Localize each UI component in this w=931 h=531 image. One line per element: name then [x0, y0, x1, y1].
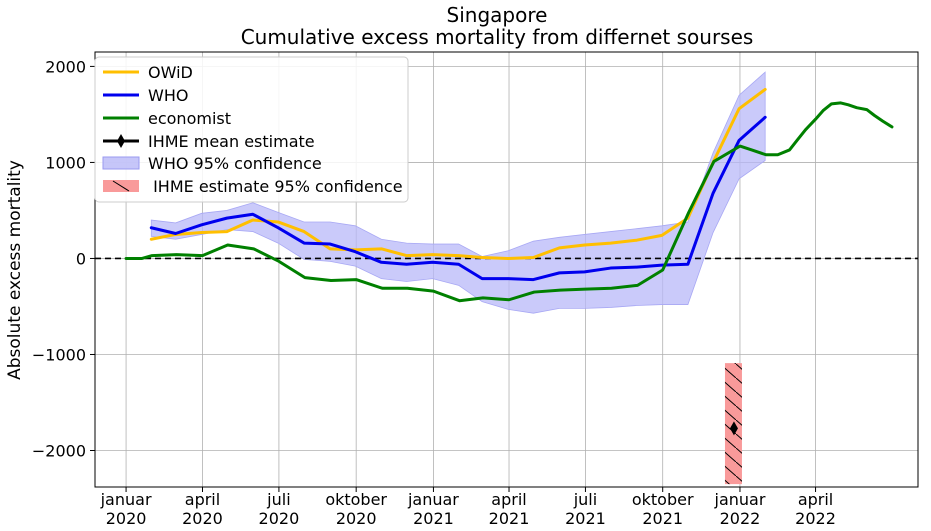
who-confidence-band: [150, 71, 766, 314]
plot-area: [95, 71, 918, 485]
legend: OWiD WHO economist IHME mean estimate WH…: [94, 56, 409, 203]
x-tick-label: januar 2020: [100, 490, 152, 528]
x-tick-label: oktober 2020: [325, 490, 387, 528]
y-tick-label: −2000: [32, 442, 86, 461]
y-tick-label: 0: [76, 249, 86, 268]
plot-frame: [94, 51, 919, 488]
legend-label-ihme-ci: IHME estimate 95% confidence: [148, 177, 403, 196]
y-tick-label: −1000: [32, 345, 86, 364]
legend-label-owid: OWiD: [148, 63, 193, 82]
x-tick-label: april 2022: [795, 490, 836, 528]
legend-swatch-who-ci: [102, 156, 140, 170]
chart-title: Singapore: [447, 3, 548, 27]
legend-label-who: WHO: [148, 86, 188, 105]
x-axis: januar 2020 april 2020 juli 2020 oktober 2020 ja…: [100, 487, 836, 528]
chart-subtitle: Cumulative excess mortality from differn…: [241, 25, 754, 49]
ihme-mean-marker: [729, 421, 738, 436]
y-tick-label: 2000: [45, 57, 86, 76]
x-tick-label: juli 2020: [259, 490, 300, 528]
x-tick-label: april 2020: [182, 490, 223, 528]
legend-swatch-ihme-ci-hatch: [112, 180, 130, 192]
series-line-owid: [149, 87, 767, 260]
y-axis-label: Absolute excess mortality: [5, 160, 25, 380]
y-axis: −2000 −1000 0 1000 2000: [32, 57, 95, 461]
x-tick-label: oktober 2021: [632, 490, 694, 528]
x-tick-label: januar 2022: [714, 490, 766, 528]
legend-label-who-ci: WHO 95% confidence: [148, 154, 322, 173]
legend-diamond-ihme-mean: [117, 134, 125, 148]
legend-label-economist: economist: [148, 109, 231, 128]
x-tick-label: april 2021: [489, 490, 530, 528]
legend-box: [94, 56, 409, 203]
series-line-who: [149, 115, 767, 282]
series-line-economist: [124, 101, 894, 303]
x-tick-label: juli 2021: [565, 490, 606, 528]
y-tick-label: 1000: [45, 153, 86, 172]
legend-label-ihme-mean: IHME mean estimate: [148, 132, 315, 151]
x-tick-label: januar 2021: [407, 490, 459, 528]
